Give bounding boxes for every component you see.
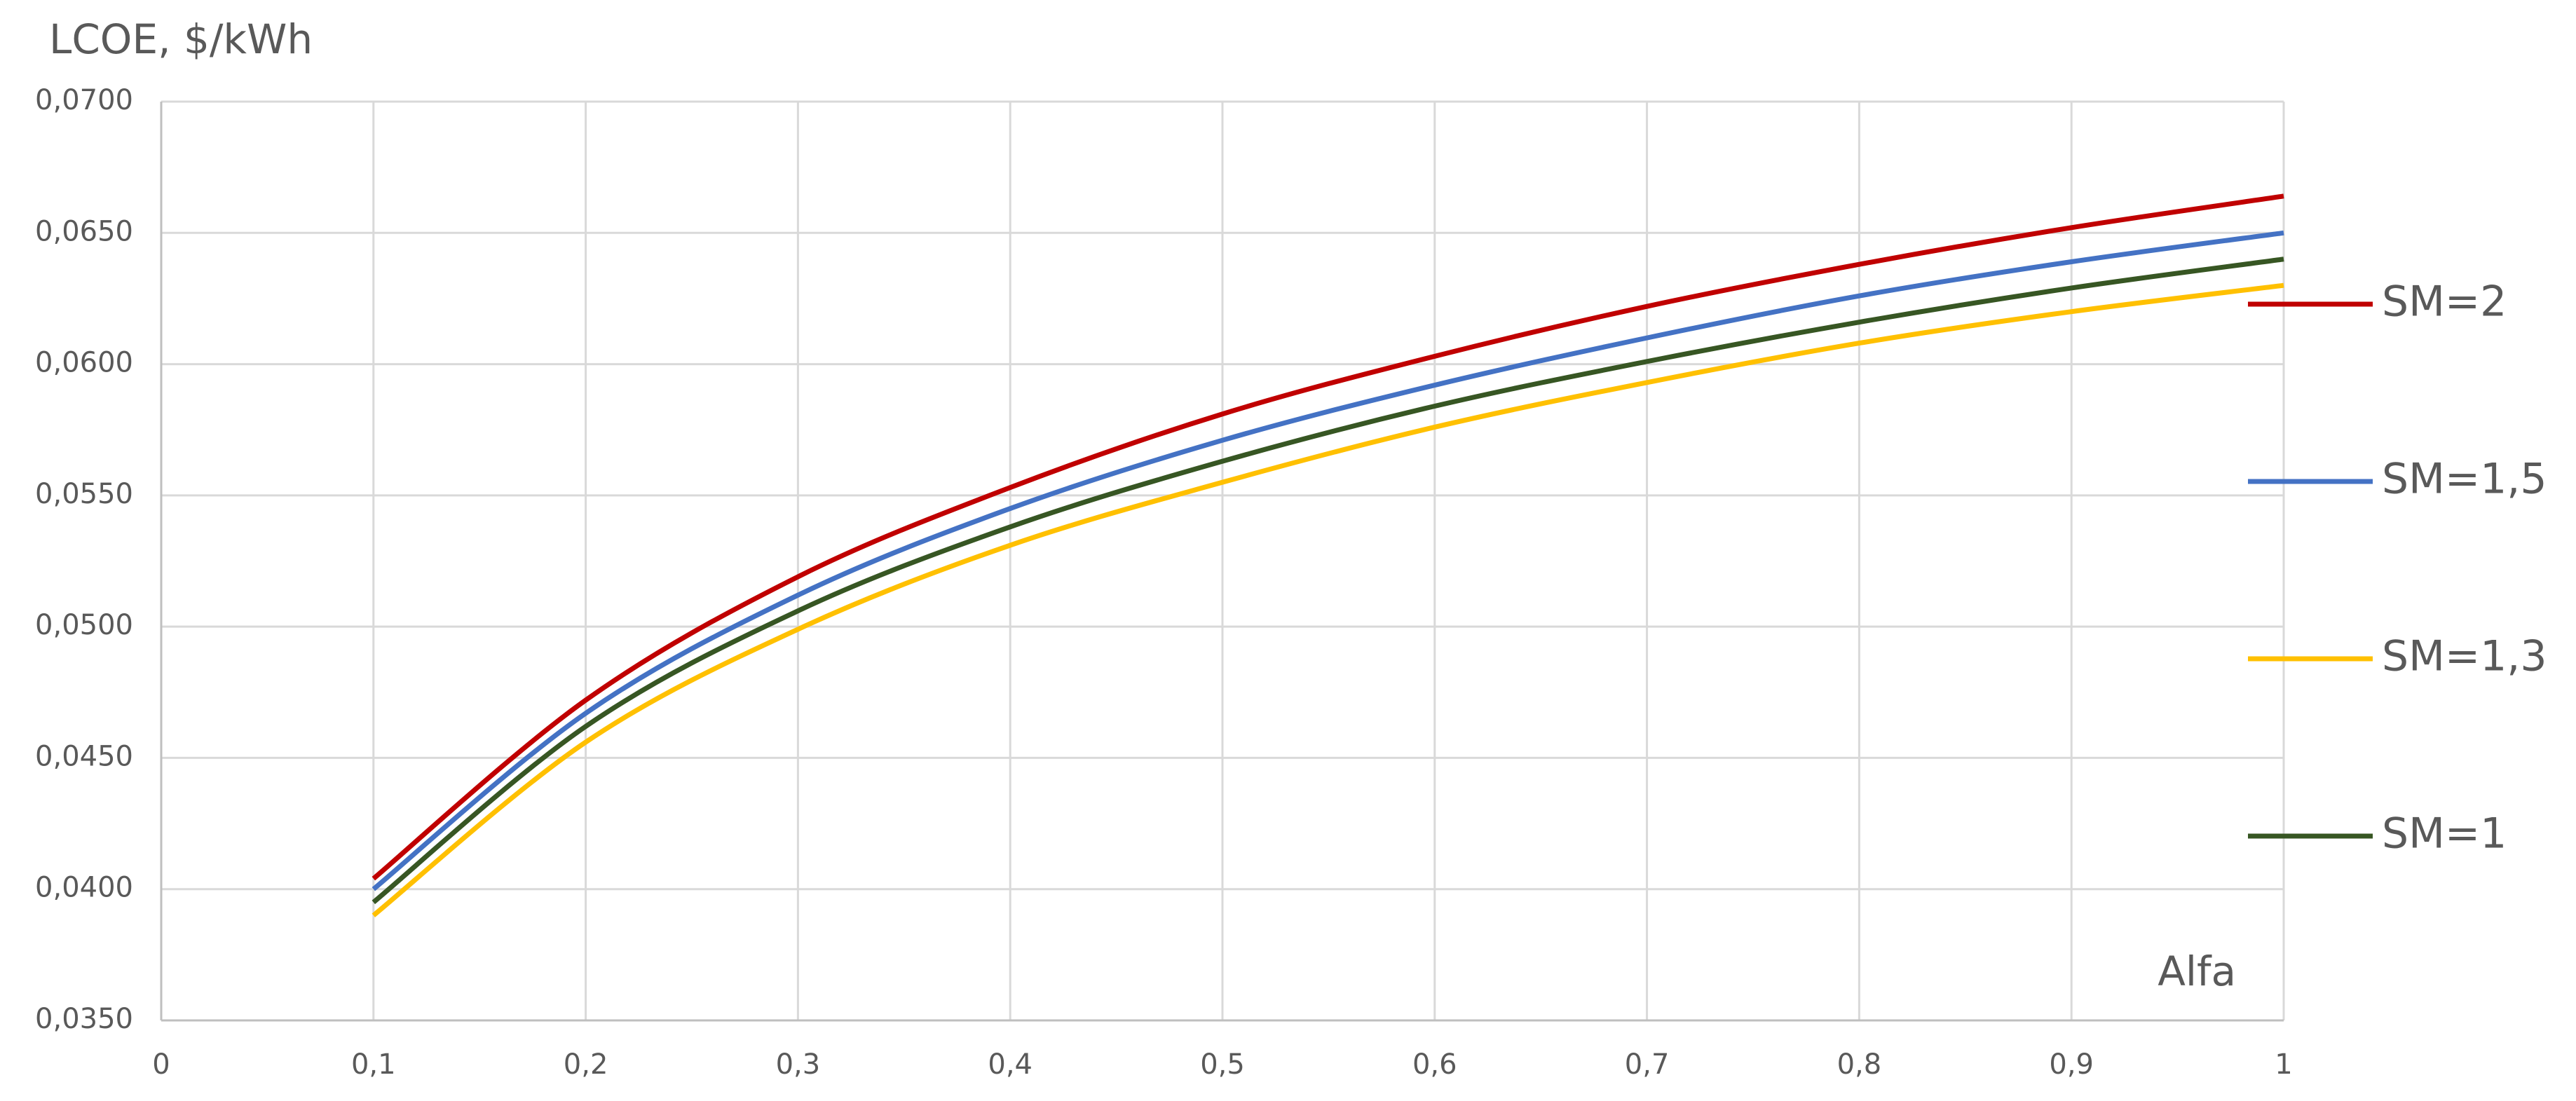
y-tick-label: 0,0350 — [35, 1003, 133, 1035]
chart-title: LCOE, $/kWh — [49, 15, 313, 63]
x-tick-label: 0,7 — [1625, 1048, 1670, 1081]
legend-label: SM=1,5 — [2382, 455, 2547, 504]
x-tick-label: 0,4 — [988, 1048, 1033, 1081]
series-line — [372, 257, 2284, 905]
legend-label: SM=1,3 — [2382, 632, 2547, 681]
x-tick-label: 0,6 — [1412, 1048, 1457, 1081]
series-line — [372, 193, 2284, 881]
series-line — [372, 230, 2284, 891]
x-tick-label: 0 — [152, 1048, 170, 1081]
legend-label: SM=1 — [2382, 809, 2507, 859]
x-tick-label: 0,1 — [351, 1048, 396, 1081]
y-tick-label: 0,0600 — [35, 347, 133, 379]
y-tick-label: 0,0450 — [35, 740, 133, 772]
x-tick-label: 0,5 — [1200, 1048, 1245, 1081]
y-tick-label: 0,0700 — [35, 84, 133, 116]
legend-label: SM=2 — [2382, 278, 2507, 327]
x-tick-label: 0,9 — [2049, 1048, 2094, 1081]
y-tick-label: 0,0400 — [35, 872, 133, 904]
x-tick-label: 1 — [2275, 1048, 2292, 1081]
y-tick-label: 0,0500 — [35, 609, 133, 641]
series-line — [372, 282, 2284, 917]
x-tick-label: 0,3 — [776, 1048, 821, 1081]
y-tick-label: 0,0550 — [35, 478, 133, 510]
x-tick-label: 0,8 — [1837, 1048, 1882, 1081]
y-tick-label: 0,0650 — [35, 215, 133, 247]
x-axis-label: Alfa — [2158, 948, 2236, 995]
x-tick-label: 0,2 — [564, 1048, 608, 1081]
